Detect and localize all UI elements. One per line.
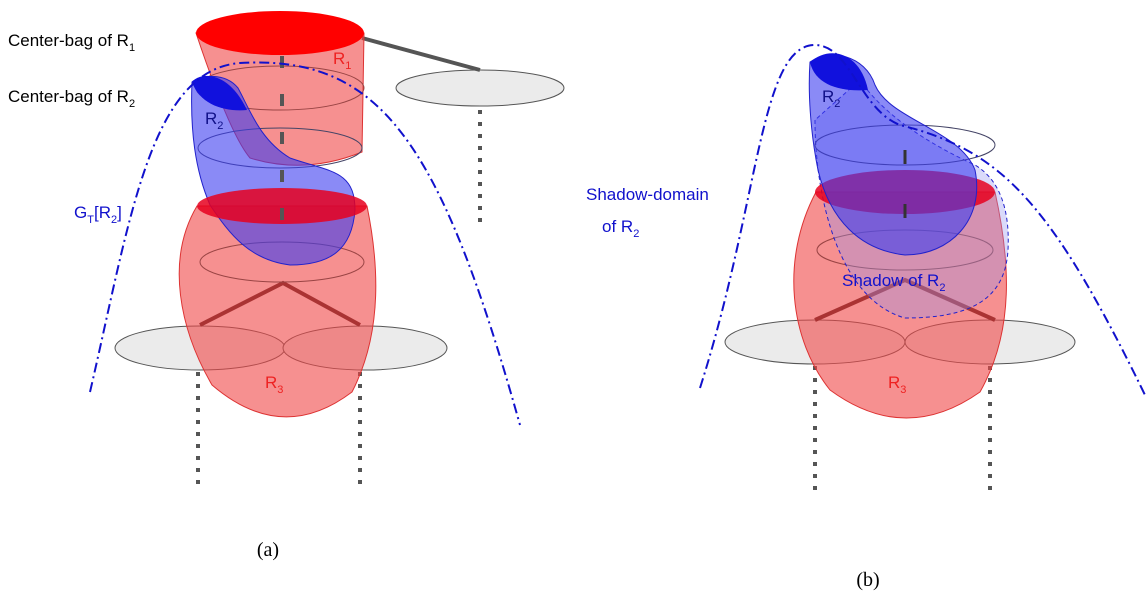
label: R2 [205, 109, 223, 132]
shadow-domain-boundary [699, 43, 1146, 396]
panel-b: R2 Shadow-domain of R2 Shadow of R2 R3 (… [586, 43, 1146, 591]
label: R3 [265, 373, 283, 396]
bag-top [196, 11, 364, 55]
label: Shadow-domain [586, 185, 709, 204]
edge [361, 36, 481, 72]
panel-a: Center-bag of R1 Center-bag of R2 R1 R2 … [8, 11, 565, 561]
label: Center-bag of R2 [8, 87, 135, 110]
bag [395, 69, 565, 107]
label: GT[R2] [74, 203, 122, 226]
label: R1 [333, 49, 351, 72]
label: Center-bag of R1 [8, 31, 135, 54]
bag-top [197, 188, 367, 224]
region-r2 [808, 54, 978, 256]
edge [199, 280, 361, 327]
caption: (a) [257, 539, 279, 561]
cap [810, 53, 868, 91]
label: R2 [822, 87, 840, 110]
cap [192, 75, 247, 111]
gt-boundary [89, 61, 521, 426]
edge [814, 277, 996, 322]
caption: (b) [856, 569, 879, 591]
label: Shadow of R2 [842, 271, 945, 294]
label: of R2 [602, 217, 639, 240]
region-r3 [793, 191, 1007, 419]
label: R3 [888, 373, 906, 396]
